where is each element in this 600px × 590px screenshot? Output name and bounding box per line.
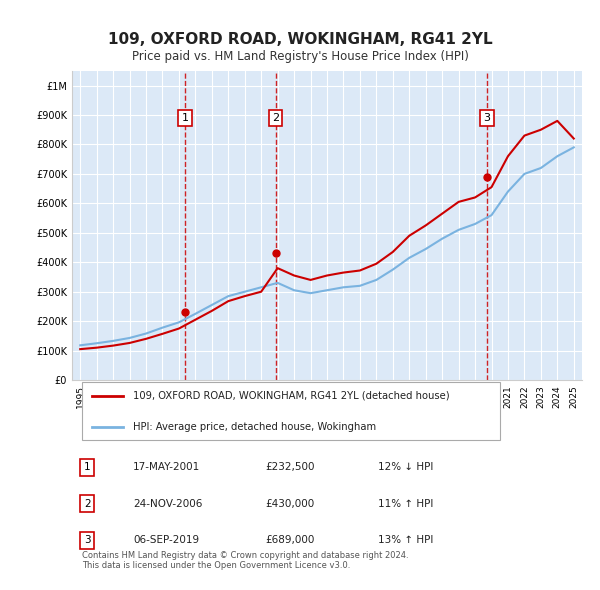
Text: HPI: Average price, detached house, Wokingham: HPI: Average price, detached house, Woki… <box>133 422 376 432</box>
Text: 3: 3 <box>84 535 91 545</box>
Text: 1: 1 <box>84 462 91 472</box>
Text: 2: 2 <box>272 113 279 123</box>
Text: 2: 2 <box>84 499 91 509</box>
Text: £232,500: £232,500 <box>266 462 316 472</box>
Text: 13% ↑ HPI: 13% ↑ HPI <box>378 535 433 545</box>
Text: 24-NOV-2006: 24-NOV-2006 <box>133 499 203 509</box>
Text: 109, OXFORD ROAD, WOKINGHAM, RG41 2YL (detached house): 109, OXFORD ROAD, WOKINGHAM, RG41 2YL (d… <box>133 391 450 401</box>
Text: 12% ↓ HPI: 12% ↓ HPI <box>378 462 433 472</box>
Text: 109, OXFORD ROAD, WOKINGHAM, RG41 2YL: 109, OXFORD ROAD, WOKINGHAM, RG41 2YL <box>107 32 493 47</box>
Text: 1: 1 <box>182 113 188 123</box>
Text: 17-MAY-2001: 17-MAY-2001 <box>133 462 200 472</box>
Text: 11% ↑ HPI: 11% ↑ HPI <box>378 499 433 509</box>
Text: £689,000: £689,000 <box>266 535 315 545</box>
Text: £430,000: £430,000 <box>266 499 315 509</box>
Text: Contains HM Land Registry data © Crown copyright and database right 2024.
This d: Contains HM Land Registry data © Crown c… <box>82 550 409 570</box>
FancyBboxPatch shape <box>82 382 500 440</box>
Text: Price paid vs. HM Land Registry's House Price Index (HPI): Price paid vs. HM Land Registry's House … <box>131 50 469 63</box>
Text: 06-SEP-2019: 06-SEP-2019 <box>133 535 199 545</box>
Text: 3: 3 <box>483 113 490 123</box>
